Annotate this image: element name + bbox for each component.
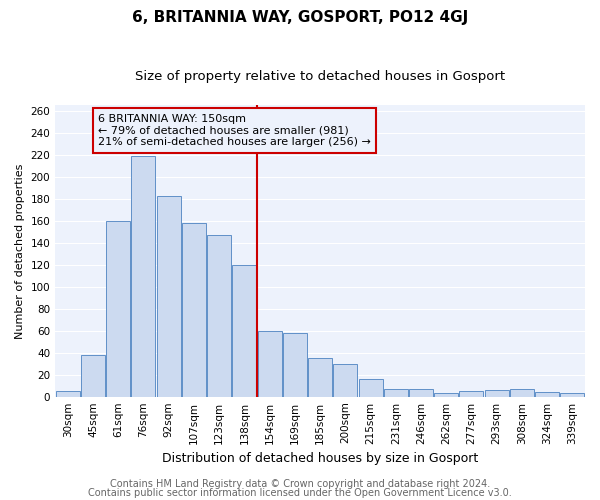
- Bar: [535, 392, 559, 396]
- Bar: [207, 235, 231, 396]
- Bar: [81, 355, 105, 397]
- Bar: [283, 333, 307, 396]
- Bar: [359, 379, 383, 396]
- Bar: [157, 196, 181, 396]
- Bar: [106, 220, 130, 396]
- Bar: [434, 394, 458, 396]
- Text: 6, BRITANNIA WAY, GOSPORT, PO12 4GJ: 6, BRITANNIA WAY, GOSPORT, PO12 4GJ: [132, 10, 468, 25]
- Bar: [384, 389, 408, 396]
- Y-axis label: Number of detached properties: Number of detached properties: [15, 163, 25, 338]
- Text: Contains HM Land Registry data © Crown copyright and database right 2024.: Contains HM Land Registry data © Crown c…: [110, 479, 490, 489]
- Bar: [460, 391, 484, 396]
- Text: 6 BRITANNIA WAY: 150sqm
← 79% of detached houses are smaller (981)
21% of semi-d: 6 BRITANNIA WAY: 150sqm ← 79% of detache…: [98, 114, 371, 147]
- Bar: [308, 358, 332, 397]
- Bar: [232, 264, 256, 396]
- Bar: [56, 391, 80, 396]
- Bar: [182, 223, 206, 396]
- Bar: [334, 364, 357, 396]
- Title: Size of property relative to detached houses in Gosport: Size of property relative to detached ho…: [135, 70, 505, 83]
- Bar: [409, 389, 433, 396]
- X-axis label: Distribution of detached houses by size in Gosport: Distribution of detached houses by size …: [162, 452, 478, 465]
- Bar: [510, 389, 534, 396]
- Text: Contains public sector information licensed under the Open Government Licence v3: Contains public sector information licen…: [88, 488, 512, 498]
- Bar: [560, 394, 584, 396]
- Bar: [485, 390, 509, 396]
- Bar: [257, 330, 281, 396]
- Bar: [131, 156, 155, 396]
